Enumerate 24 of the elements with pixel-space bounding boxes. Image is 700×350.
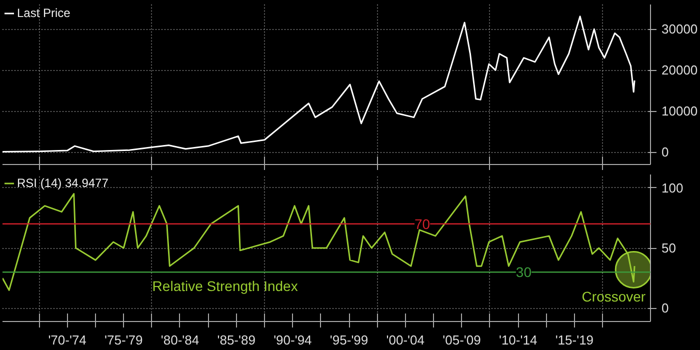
x-tick-label: '85-'89 — [217, 332, 256, 348]
y-tick-label: 10000 — [662, 104, 698, 119]
annotation: Relative Strength Index — [152, 278, 298, 294]
x-tick-label: '80-'84 — [160, 332, 200, 348]
line-series — [2, 16, 636, 153]
y-tick-label: 50 — [662, 240, 676, 256]
x-tick-label: '75-'79 — [104, 332, 143, 348]
y-tick-label: 30000 — [662, 22, 698, 37]
x-tick-label: '15-'19 — [555, 332, 594, 348]
y-tick-label: 20000 — [662, 62, 698, 78]
x-tick-label: '90-'94 — [274, 332, 312, 348]
ref-line-label: 70 — [414, 216, 430, 232]
x-tick-label: '05-'09 — [442, 332, 481, 348]
x-tick-label: '00-'04 — [386, 332, 424, 348]
legend-label: RSI (14) 34.9477 — [17, 176, 108, 190]
legend-label: Last Price — [17, 6, 70, 20]
x-tick-label: '10-'14 — [498, 332, 538, 348]
x-tick-label: '95-'99 — [330, 332, 368, 348]
y-tick-label: 100 — [662, 180, 684, 196]
annotation: Crossover — [582, 288, 646, 305]
ref-line-label: 30 — [516, 264, 532, 280]
y-tick-label: 0 — [662, 300, 669, 316]
x-tick-label: '70-'74 — [48, 332, 86, 348]
y-tick-label: 0 — [662, 144, 669, 160]
